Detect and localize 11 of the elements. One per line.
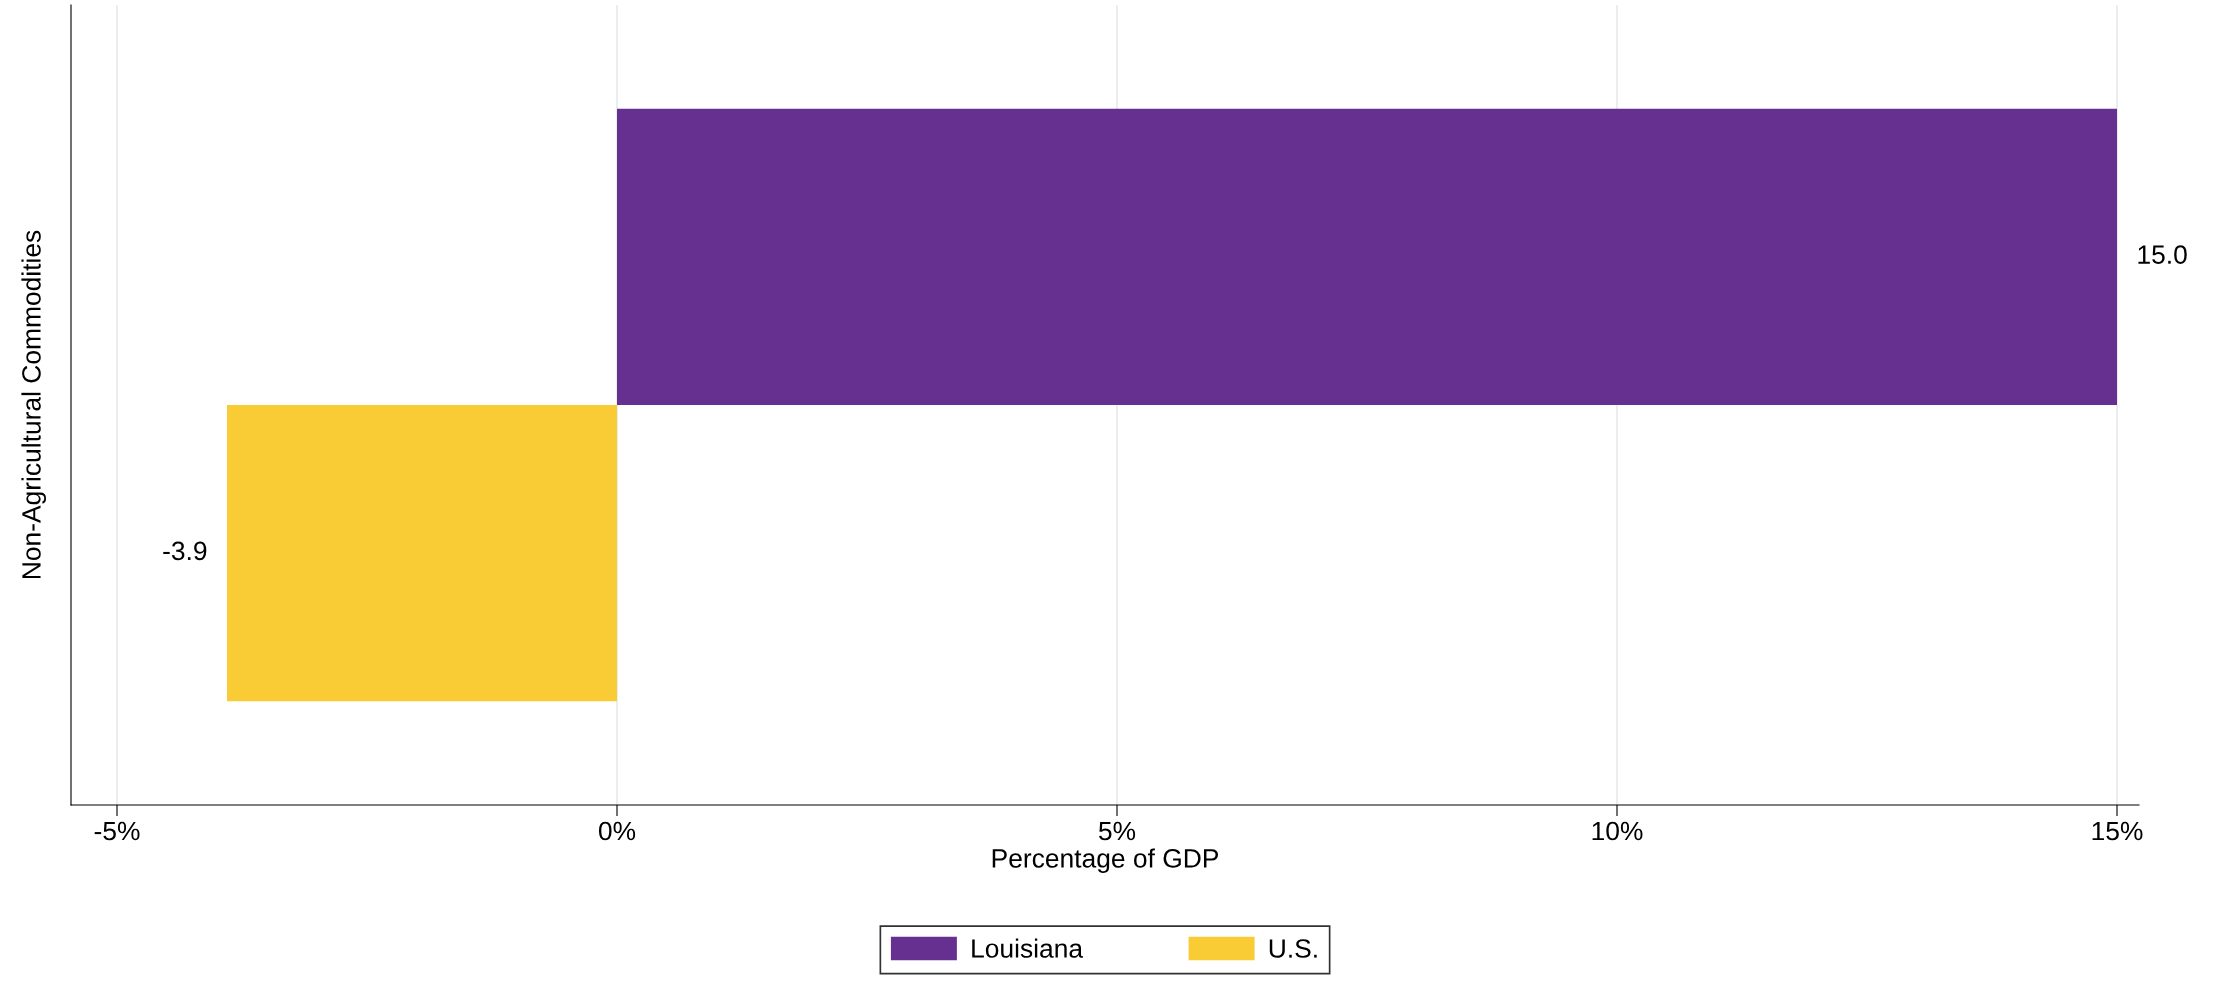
data-label: -3.9 — [163, 541, 207, 561]
x-tick-label: 15% — [2092, 821, 2143, 841]
y-tick-label: Non-Agricultural Commodities — [21, 230, 46, 579]
x-tick-label: 5% — [1098, 821, 1136, 841]
x-tick-label: 10% — [1592, 821, 1643, 841]
x-axis-title: Percentage of GDP — [992, 848, 1219, 873]
x-tick-label: -5% — [94, 821, 140, 841]
x-tick-label: 0% — [598, 821, 636, 841]
legend-label: Louisiana — [972, 938, 1084, 958]
data-label: 15.0 — [2138, 245, 2187, 264]
legend-label: U.S. — [1269, 939, 1317, 958]
